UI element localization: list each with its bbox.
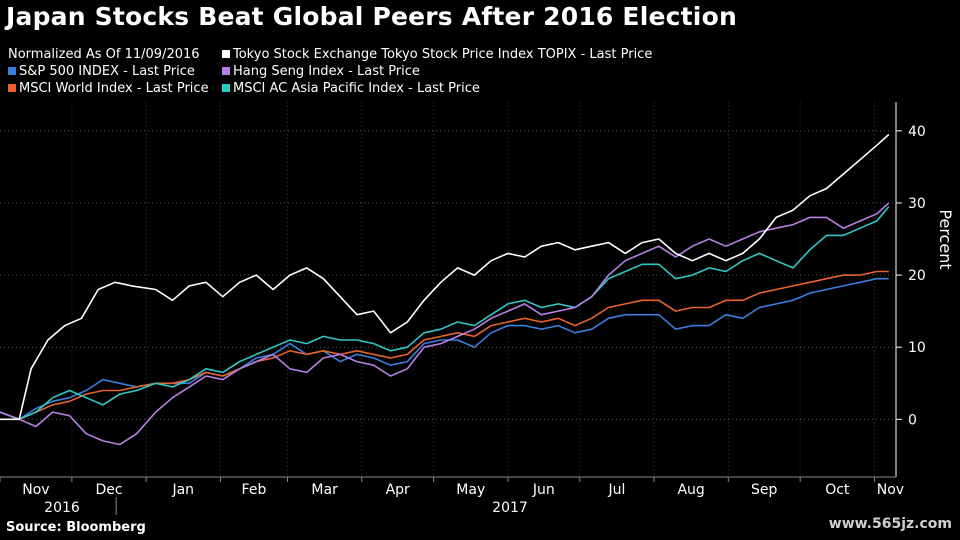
x-tick-label-jan-2: Jan [171, 482, 194, 498]
y-tick-label-20: 20 [908, 268, 926, 284]
y-tick-label-30: 30 [908, 196, 926, 212]
y-tick-label-0: 0 [908, 412, 917, 428]
legend-label-msci-asia-pacific: MSCI AC Asia Pacific Index - Last Price [233, 81, 480, 96]
year-label-2017: 2017 [492, 500, 528, 516]
legend-label-msci-world: MSCI World Index - Last Price [19, 81, 209, 96]
source-note: Source: Bloomberg [6, 520, 146, 535]
series-line-hang-seng [0, 202, 890, 446]
x-tick-label-dec-1: Dec [95, 482, 122, 498]
subtitle: Normalized As Of 11/09/2016 [8, 47, 200, 62]
legend-label-hang-seng: Hang Seng Index - Last Price [233, 64, 420, 79]
legend-item-msci-asia-pacific: MSCI AC Asia Pacific Index - Last Price [222, 81, 480, 97]
legend-label-sp500: S&P 500 INDEX - Last Price [19, 64, 195, 79]
legend-swatch-sp500 [8, 67, 16, 75]
y-tick-label-40: 40 [908, 124, 926, 140]
legend-swatch-msci-world [8, 84, 16, 92]
legend-item-topix: Tokyo Stock Exchange Tokyo Stock Price I… [222, 47, 652, 63]
legend-item-msci-world: MSCI World Index - Last Price [8, 81, 209, 97]
series-line-msci-world [0, 270, 889, 421]
x-tick-label-apr-5: Apr [386, 482, 410, 498]
x-tick-label-nov-0: Nov [22, 482, 49, 498]
x-tick-label-feb-3: Feb [242, 482, 267, 498]
x-tick-label-nov-12: Nov [877, 482, 904, 498]
x-tick-label-jul-8: Jul [607, 482, 625, 498]
x-tick-label-may-6: May [456, 482, 485, 498]
series-line-topix [0, 133, 890, 421]
legend-item-sp500: S&P 500 INDEX - Last Price [8, 64, 195, 80]
x-tick-label-mar-4: Mar [311, 482, 338, 498]
year-label-2016: 2016 [44, 500, 80, 516]
watermark: www.565jz.com [828, 516, 952, 532]
legend-swatch-topix [222, 50, 230, 58]
axes [0, 102, 902, 515]
chart-title: Japan Stocks Beat Global Peers After 201… [6, 2, 737, 31]
legend-swatch-hang-seng [222, 67, 230, 75]
y-tick-label-10: 10 [908, 340, 926, 356]
x-tick-label-oct-11: Oct [825, 482, 850, 498]
series-line-msci-asia-pacific [0, 206, 890, 421]
legend-swatch-msci-asia-pacific [222, 84, 230, 92]
series-lines [0, 133, 890, 446]
tick-labels: 0 10 20 30 40 Nov Dec Jan Feb Mar Apr May Jun Jul Aug S… [22, 124, 955, 516]
legend-item-hang-seng: Hang Seng Index - Last Price [222, 64, 420, 80]
series-line-sp500 [0, 277, 889, 421]
x-tick-label-aug-9: Aug [677, 482, 704, 498]
legend-subtitle: Normalized As Of 11/09/2016 [8, 47, 200, 63]
x-tick-label-sep-10: Sep [751, 482, 778, 498]
grid [0, 102, 896, 477]
x-tick-label-jun-7: Jun [532, 482, 555, 498]
legend-label-topix: Tokyo Stock Exchange Tokyo Stock Price I… [233, 47, 653, 62]
y-axis-title: Percent [936, 209, 955, 269]
